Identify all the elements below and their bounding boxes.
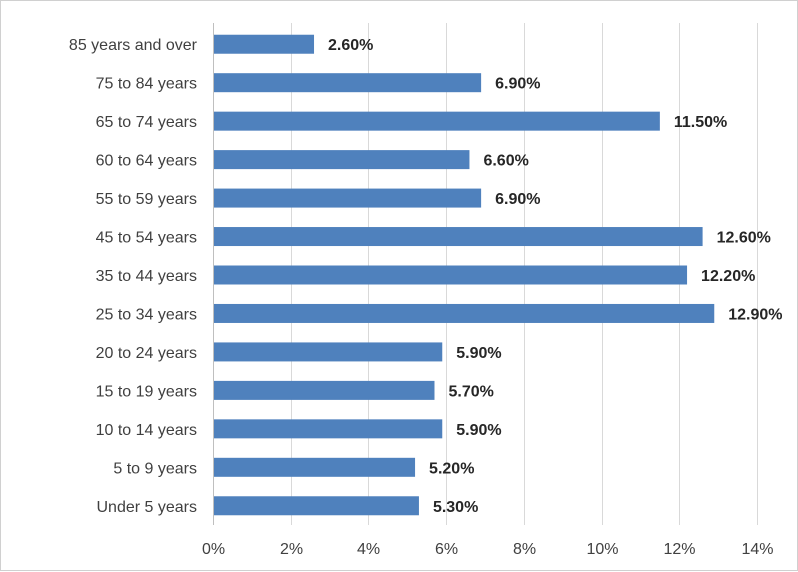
- x-tick-label: 12%: [663, 541, 695, 558]
- category-label: 35 to 44 years: [96, 268, 197, 285]
- data-label: 5.70%: [448, 383, 493, 400]
- bar: [213, 111, 660, 131]
- x-tick-label: 8%: [513, 541, 536, 558]
- category-label: 45 to 54 years: [96, 230, 197, 247]
- category-label: 25 to 34 years: [96, 306, 197, 323]
- x-tick-label: 0%: [202, 541, 225, 558]
- bar: [213, 34, 315, 54]
- bar: [213, 150, 470, 170]
- category-label: 20 to 24 years: [96, 345, 197, 362]
- data-label: 5.90%: [456, 422, 501, 439]
- category-label: 10 to 14 years: [96, 422, 197, 439]
- data-label: 2.60%: [328, 37, 373, 54]
- data-label: 6.90%: [495, 76, 540, 93]
- category-labels: 85 years and over 75 to 84 years 65 to 74 …: [69, 37, 198, 516]
- bar: [213, 188, 482, 208]
- bar: [213, 265, 688, 285]
- bar: [213, 380, 435, 400]
- bar: [213, 419, 443, 439]
- data-label: 12.60%: [717, 230, 771, 247]
- category-label: 15 to 19 years: [96, 383, 197, 400]
- x-tick-label: 10%: [586, 541, 618, 558]
- x-tick-label: 6%: [435, 541, 458, 558]
- data-label: 6.60%: [483, 153, 528, 170]
- category-label: Under 5 years: [97, 499, 198, 516]
- x-tick-labels: 0% 2% 4% 6% 8% 10% 12% 14%: [202, 541, 774, 558]
- data-label: 5.30%: [433, 499, 478, 516]
- bar: [213, 457, 416, 477]
- data-label: 12.20%: [701, 268, 755, 285]
- bar: [213, 227, 703, 247]
- bar: [213, 73, 482, 93]
- category-label: 55 to 59 years: [96, 191, 197, 208]
- bar: [213, 303, 715, 323]
- bar: [213, 342, 443, 362]
- data-label: 11.50%: [674, 114, 727, 131]
- category-label: 75 to 84 years: [96, 76, 197, 93]
- data-labels: 2.60% 6.90% 11.50% 6.60% 6.90% 12.60% 12.20% 12…: [328, 37, 782, 516]
- x-tick-label: 14%: [741, 541, 773, 558]
- x-tick-label: 2%: [280, 541, 303, 558]
- data-label: 5.90%: [456, 345, 501, 362]
- category-label: 60 to 64 years: [96, 153, 197, 170]
- data-label: 6.90%: [495, 191, 540, 208]
- data-label: 5.20%: [429, 460, 474, 477]
- data-label: 12.90%: [728, 306, 782, 323]
- bar: [213, 496, 419, 516]
- category-label: 65 to 74 years: [96, 114, 197, 131]
- category-label: 5 to 9 years: [113, 460, 197, 477]
- x-tick-label: 4%: [357, 541, 380, 558]
- category-label: 85 years and over: [69, 37, 198, 54]
- bars: [213, 34, 715, 516]
